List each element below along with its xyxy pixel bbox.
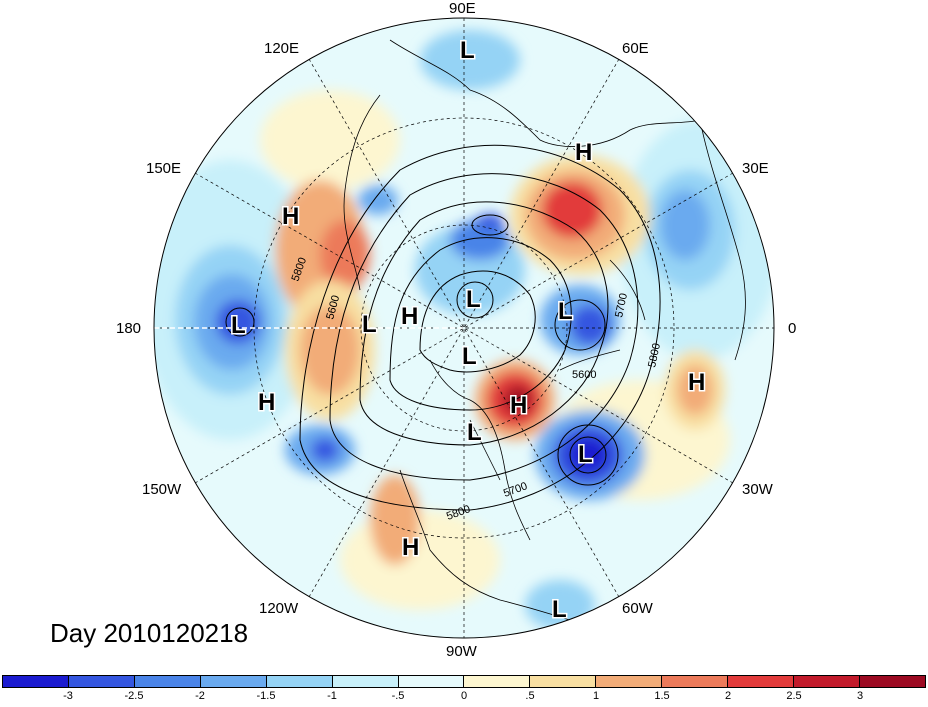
- colorbar-swatch: [398, 676, 465, 687]
- graticule: [154, 18, 774, 638]
- colorbar-swatch: [134, 676, 201, 687]
- colorbar-tick-label: -1.5: [256, 690, 276, 702]
- lon-label-150e: 150E: [146, 160, 182, 177]
- low-center: L: [467, 419, 482, 446]
- contour-value-labels: 5800 5600 5700 5800 5600 5700 5800: [290, 256, 663, 523]
- colorbar-tick-label: 3: [856, 690, 864, 702]
- low-center: L: [362, 311, 377, 338]
- lon-label-0: 0: [788, 320, 797, 337]
- lon-label-150w: 150W: [142, 481, 182, 498]
- high-center: H: [402, 534, 419, 561]
- lon-label-120w: 120W: [259, 600, 299, 617]
- colorbar-swatch: [332, 676, 399, 687]
- colorbar-tick-label: -1: [327, 690, 337, 702]
- high-center: H: [258, 389, 275, 416]
- lon-label-90e: 90E: [449, 0, 476, 17]
- colorbar-swatch: [596, 676, 663, 687]
- colorbar-swatch: [859, 676, 925, 687]
- colorbar-tick-label: 0: [460, 690, 468, 702]
- lon-label-60e: 60E: [622, 40, 649, 57]
- lon-label-90w: 90W: [446, 643, 477, 660]
- colorbar-swatch: [200, 676, 267, 687]
- contour-label: 5600: [572, 369, 596, 381]
- lon-label-60w: 60W: [622, 600, 653, 617]
- contour-label: 5700: [613, 292, 630, 318]
- low-center: L: [578, 441, 593, 468]
- colorbar-tick-label: -.5: [391, 690, 405, 702]
- colorbar-swatch: [662, 676, 729, 687]
- colorbar-swatch: [68, 676, 135, 687]
- high-center: H: [510, 392, 527, 419]
- coastlines: [343, 39, 746, 631]
- high-center: H: [575, 139, 592, 166]
- colorbar: [2, 675, 926, 688]
- colorbar-swatch: [530, 676, 597, 687]
- colorbar-tick-label: 1: [592, 690, 600, 702]
- lon-label-120e: 120E: [264, 40, 300, 57]
- height-contours: [225, 144, 661, 511]
- colorbar-swatch: [728, 676, 795, 687]
- low-center: L: [462, 343, 477, 370]
- colorbar-swatch: [3, 676, 69, 687]
- lon-label-180: 180: [116, 320, 142, 337]
- map-boundary: [153, 17, 775, 639]
- low-center: L: [466, 286, 481, 313]
- colorbar-swatch: [266, 676, 333, 687]
- pressure-center-markers: L L L L L L L L H H H H H H H: [230, 36, 707, 563]
- high-center: H: [401, 303, 418, 330]
- low-center: L: [460, 37, 475, 64]
- colorbar-tick-label: 2.5: [786, 690, 802, 702]
- colorbar-tick-label: 2: [724, 690, 732, 702]
- colorbar-tick-label: -2.5: [124, 690, 144, 702]
- high-center: H: [282, 203, 299, 230]
- colorbar-swatch: [794, 676, 860, 687]
- anomaly-field: [154, 18, 774, 638]
- lon-label-30e: 30E: [742, 160, 769, 177]
- figure-title: Day 2010120218: [50, 618, 249, 648]
- low-center: L: [558, 298, 573, 325]
- high-center: H: [688, 369, 705, 396]
- low-center: L: [552, 596, 567, 623]
- colorbar-tick-label: 1.5: [654, 690, 670, 702]
- colorbar-tick-label: .5: [525, 690, 535, 702]
- colorbar-tick-label: -3: [63, 690, 73, 702]
- low-center: L: [231, 312, 246, 339]
- colorbar-swatch: [464, 676, 531, 687]
- colorbar-tick-label: -2: [195, 690, 205, 702]
- lon-label-30w: 30W: [742, 481, 773, 498]
- contour-label: 5800: [646, 342, 663, 368]
